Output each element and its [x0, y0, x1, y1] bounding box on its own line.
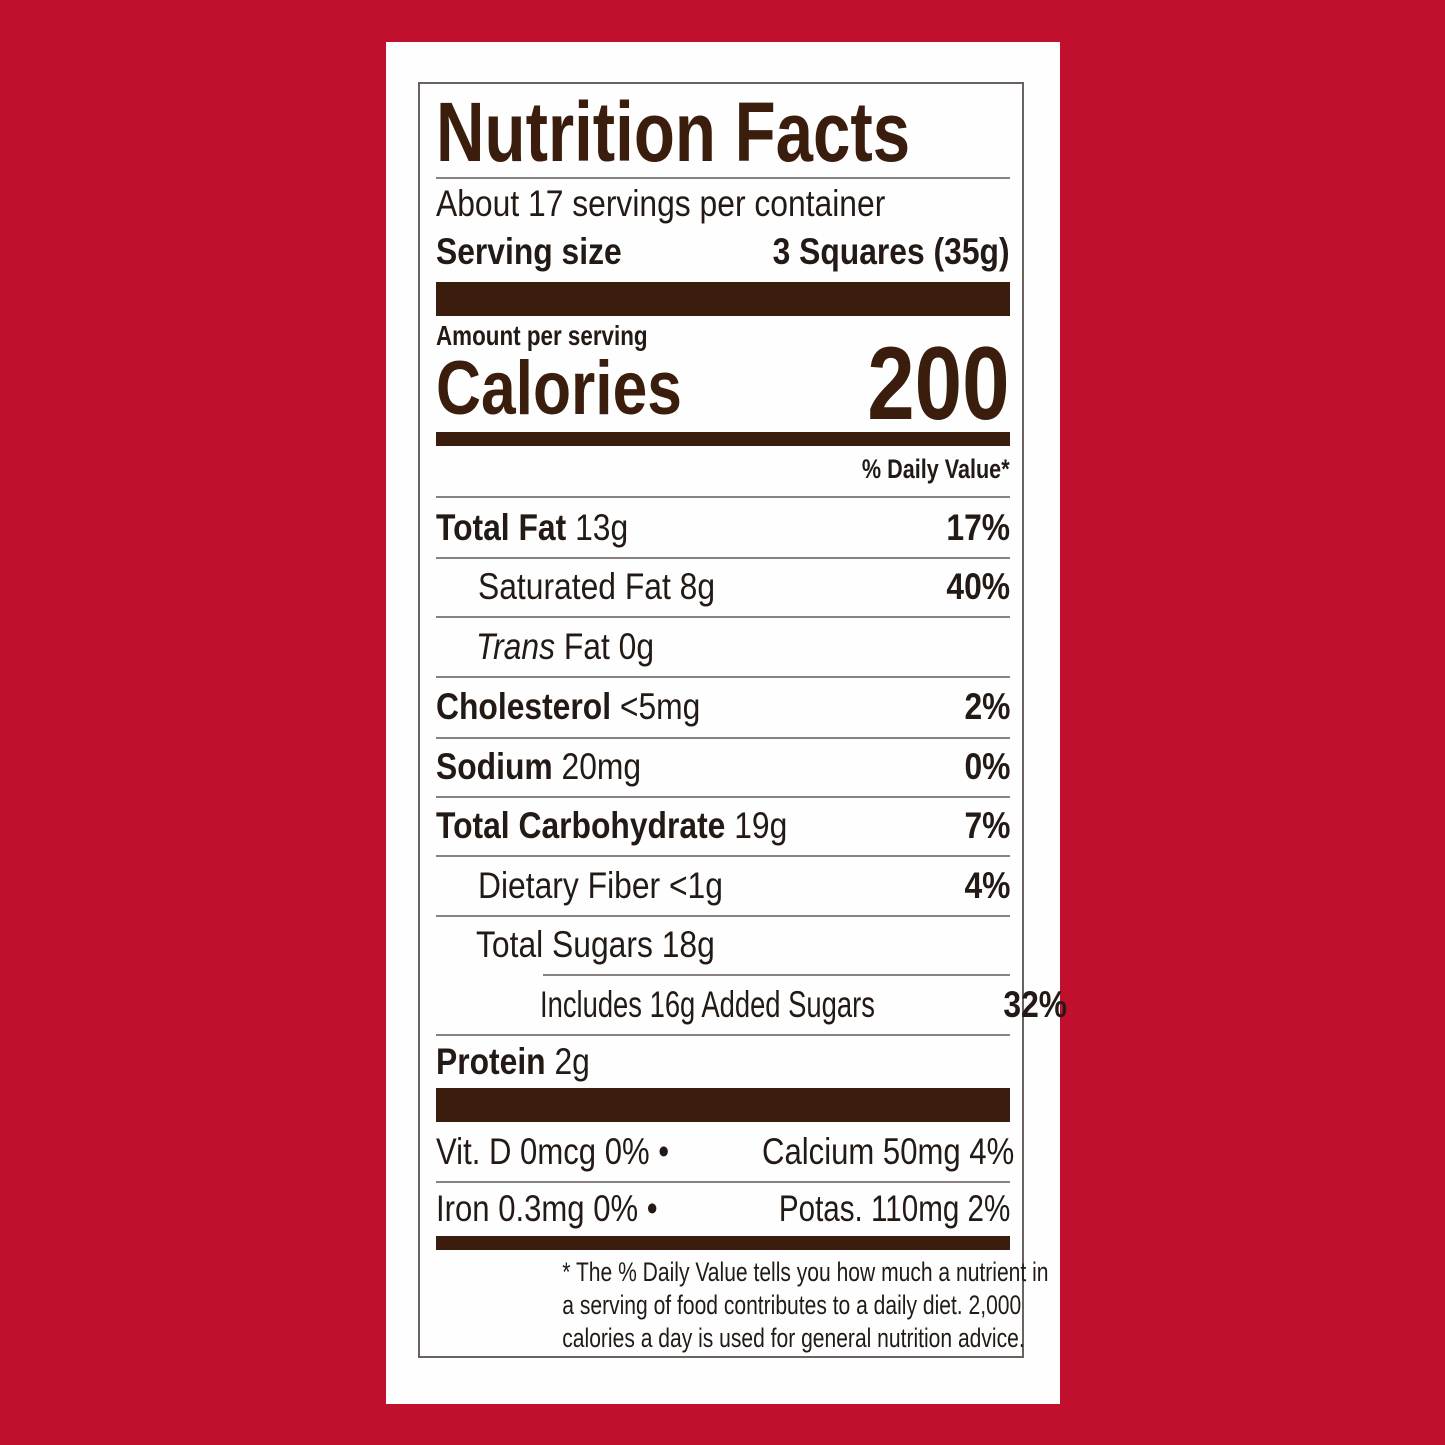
nutrient-name: Total Carbohydrate [436, 805, 726, 846]
nutrient-amount: 13g [575, 506, 629, 548]
calories-label: Calories [436, 346, 682, 431]
thick-divider [436, 282, 1010, 316]
divider [436, 737, 1010, 739]
serving-size-row: Serving size 3 Squares (35g) [436, 230, 1010, 274]
calcium: Calcium 50mg 4% [761, 1131, 1014, 1172]
bullet: • [646, 1188, 658, 1229]
divider [543, 974, 1010, 976]
nutrient-dv: 4% [964, 864, 1010, 906]
iron: Iron 0.3mg 0% [436, 1188, 639, 1229]
nutrient-row-total-carbohydrate: Total Carbohydrate 19g 7% [436, 798, 1010, 854]
divider [436, 616, 1010, 618]
nutrient-name: Dietary Fiber [478, 864, 661, 906]
label-card [386, 42, 1060, 1404]
potassium: Potas. 110mg 2% [778, 1188, 1010, 1229]
nutrient-dv: 7% [964, 805, 1010, 846]
nutrient-amount: 2g [554, 1041, 590, 1082]
daily-value-header-row: % Daily Value* [436, 452, 1010, 486]
nutrient-amount: 8g [679, 566, 716, 607]
nutrient-name: Includes 16g Added Sugars [540, 983, 875, 1025]
nutrient-name: Total Fat [436, 506, 567, 548]
nutrient-name: Sodium [436, 746, 553, 787]
nutrient-dv: 32% [1002, 983, 1067, 1025]
label-title: Nutrition Facts [436, 84, 911, 179]
nutrient-row-added-sugars: Includes 16g Added Sugars 32% [436, 976, 1067, 1033]
nutrient-dv: 40% [946, 566, 1010, 607]
nutrient-row-trans-fat: Trans Fat 0g [436, 618, 1010, 675]
nutrient-dv: 17% [946, 506, 1010, 548]
nutrient-name: Cholesterol [436, 686, 612, 727]
footnote: * The % Daily Value tells you how much a… [436, 1256, 1049, 1355]
divider [436, 557, 1010, 559]
servings-row: About 17 servings per container [436, 182, 1010, 226]
nutrient-amount: 18g [661, 924, 715, 965]
nutrient-name: Total Sugars [476, 924, 653, 965]
nutrient-name: Protein [436, 1041, 546, 1082]
bullet: • [658, 1131, 670, 1172]
amount-per-serving: Amount per serving [436, 320, 648, 351]
divider [436, 915, 1010, 917]
footnote-line: * The % Daily Value tells you how much a… [562, 1257, 1049, 1287]
serving-size-value: 3 Squares (35g) [773, 231, 1010, 272]
nutrient-row-total-sugars: Total Sugars 18g [436, 917, 1010, 973]
nutrient-amount: 19g [734, 805, 788, 846]
nutrient-row-protein: Protein 2g [436, 1036, 1010, 1088]
vitamins-row-2: Iron 0.3mg 0% • Potas. 110mg 2% [436, 1183, 1010, 1235]
nutrient-amount: 20mg [561, 746, 642, 787]
nutrient-name-italic: Trans [476, 625, 555, 667]
nutrient-name: Fat [563, 625, 610, 667]
nutrient-row-saturated-fat: Saturated Fat 8g 40% [436, 559, 1010, 615]
vitamin-d: Vit. D 0mcg 0% [436, 1131, 650, 1172]
thick-divider [436, 1088, 1010, 1122]
divider [436, 177, 1010, 179]
calories-row: Calories 200 [436, 332, 1010, 436]
nutrient-amount: <5mg [619, 686, 701, 727]
servings-per-container: About 17 servings per container [436, 183, 886, 224]
nutrient-row-cholesterol: Cholesterol <5mg 2% [436, 678, 1010, 736]
nutrient-name: Saturated Fat [478, 566, 671, 607]
nutrient-dv: 2% [964, 686, 1010, 727]
divider [436, 1181, 1010, 1183]
amount-per-serving-row: Amount per serving [436, 320, 1010, 352]
nutrient-row-sodium: Sodium 20mg 0% [436, 739, 1010, 795]
divider [436, 676, 1010, 678]
label-title-row: Nutrition Facts [436, 85, 1010, 179]
divider [436, 1034, 1010, 1036]
vitamins-row-1: Vit. D 0mcg 0% • Calcium 50mg 4% [436, 1124, 1014, 1180]
medium-divider [436, 432, 1010, 446]
daily-value-header: % Daily Value* [862, 453, 1010, 484]
nutrient-amount: <1g [668, 864, 723, 906]
nutrient-row-total-fat: Total Fat 13g 17% [436, 499, 1010, 556]
nutrient-dv: 0% [964, 746, 1010, 787]
footnote-line: calories a day is used for general nutri… [562, 1323, 1025, 1353]
nutrient-amount: 0g [618, 625, 655, 667]
footnote-line: a serving of food contributes to a daily… [562, 1290, 1022, 1320]
nutrient-row-dietary-fiber: Dietary Fiber <1g 4% [436, 857, 1010, 914]
divider [436, 496, 1010, 498]
nutrition-label-border [418, 82, 1024, 1358]
medium-divider [436, 1236, 1010, 1250]
divider [436, 855, 1010, 857]
divider [436, 796, 1010, 798]
calories-value: 200 [867, 326, 1010, 442]
serving-size-label: Serving size [436, 231, 622, 272]
